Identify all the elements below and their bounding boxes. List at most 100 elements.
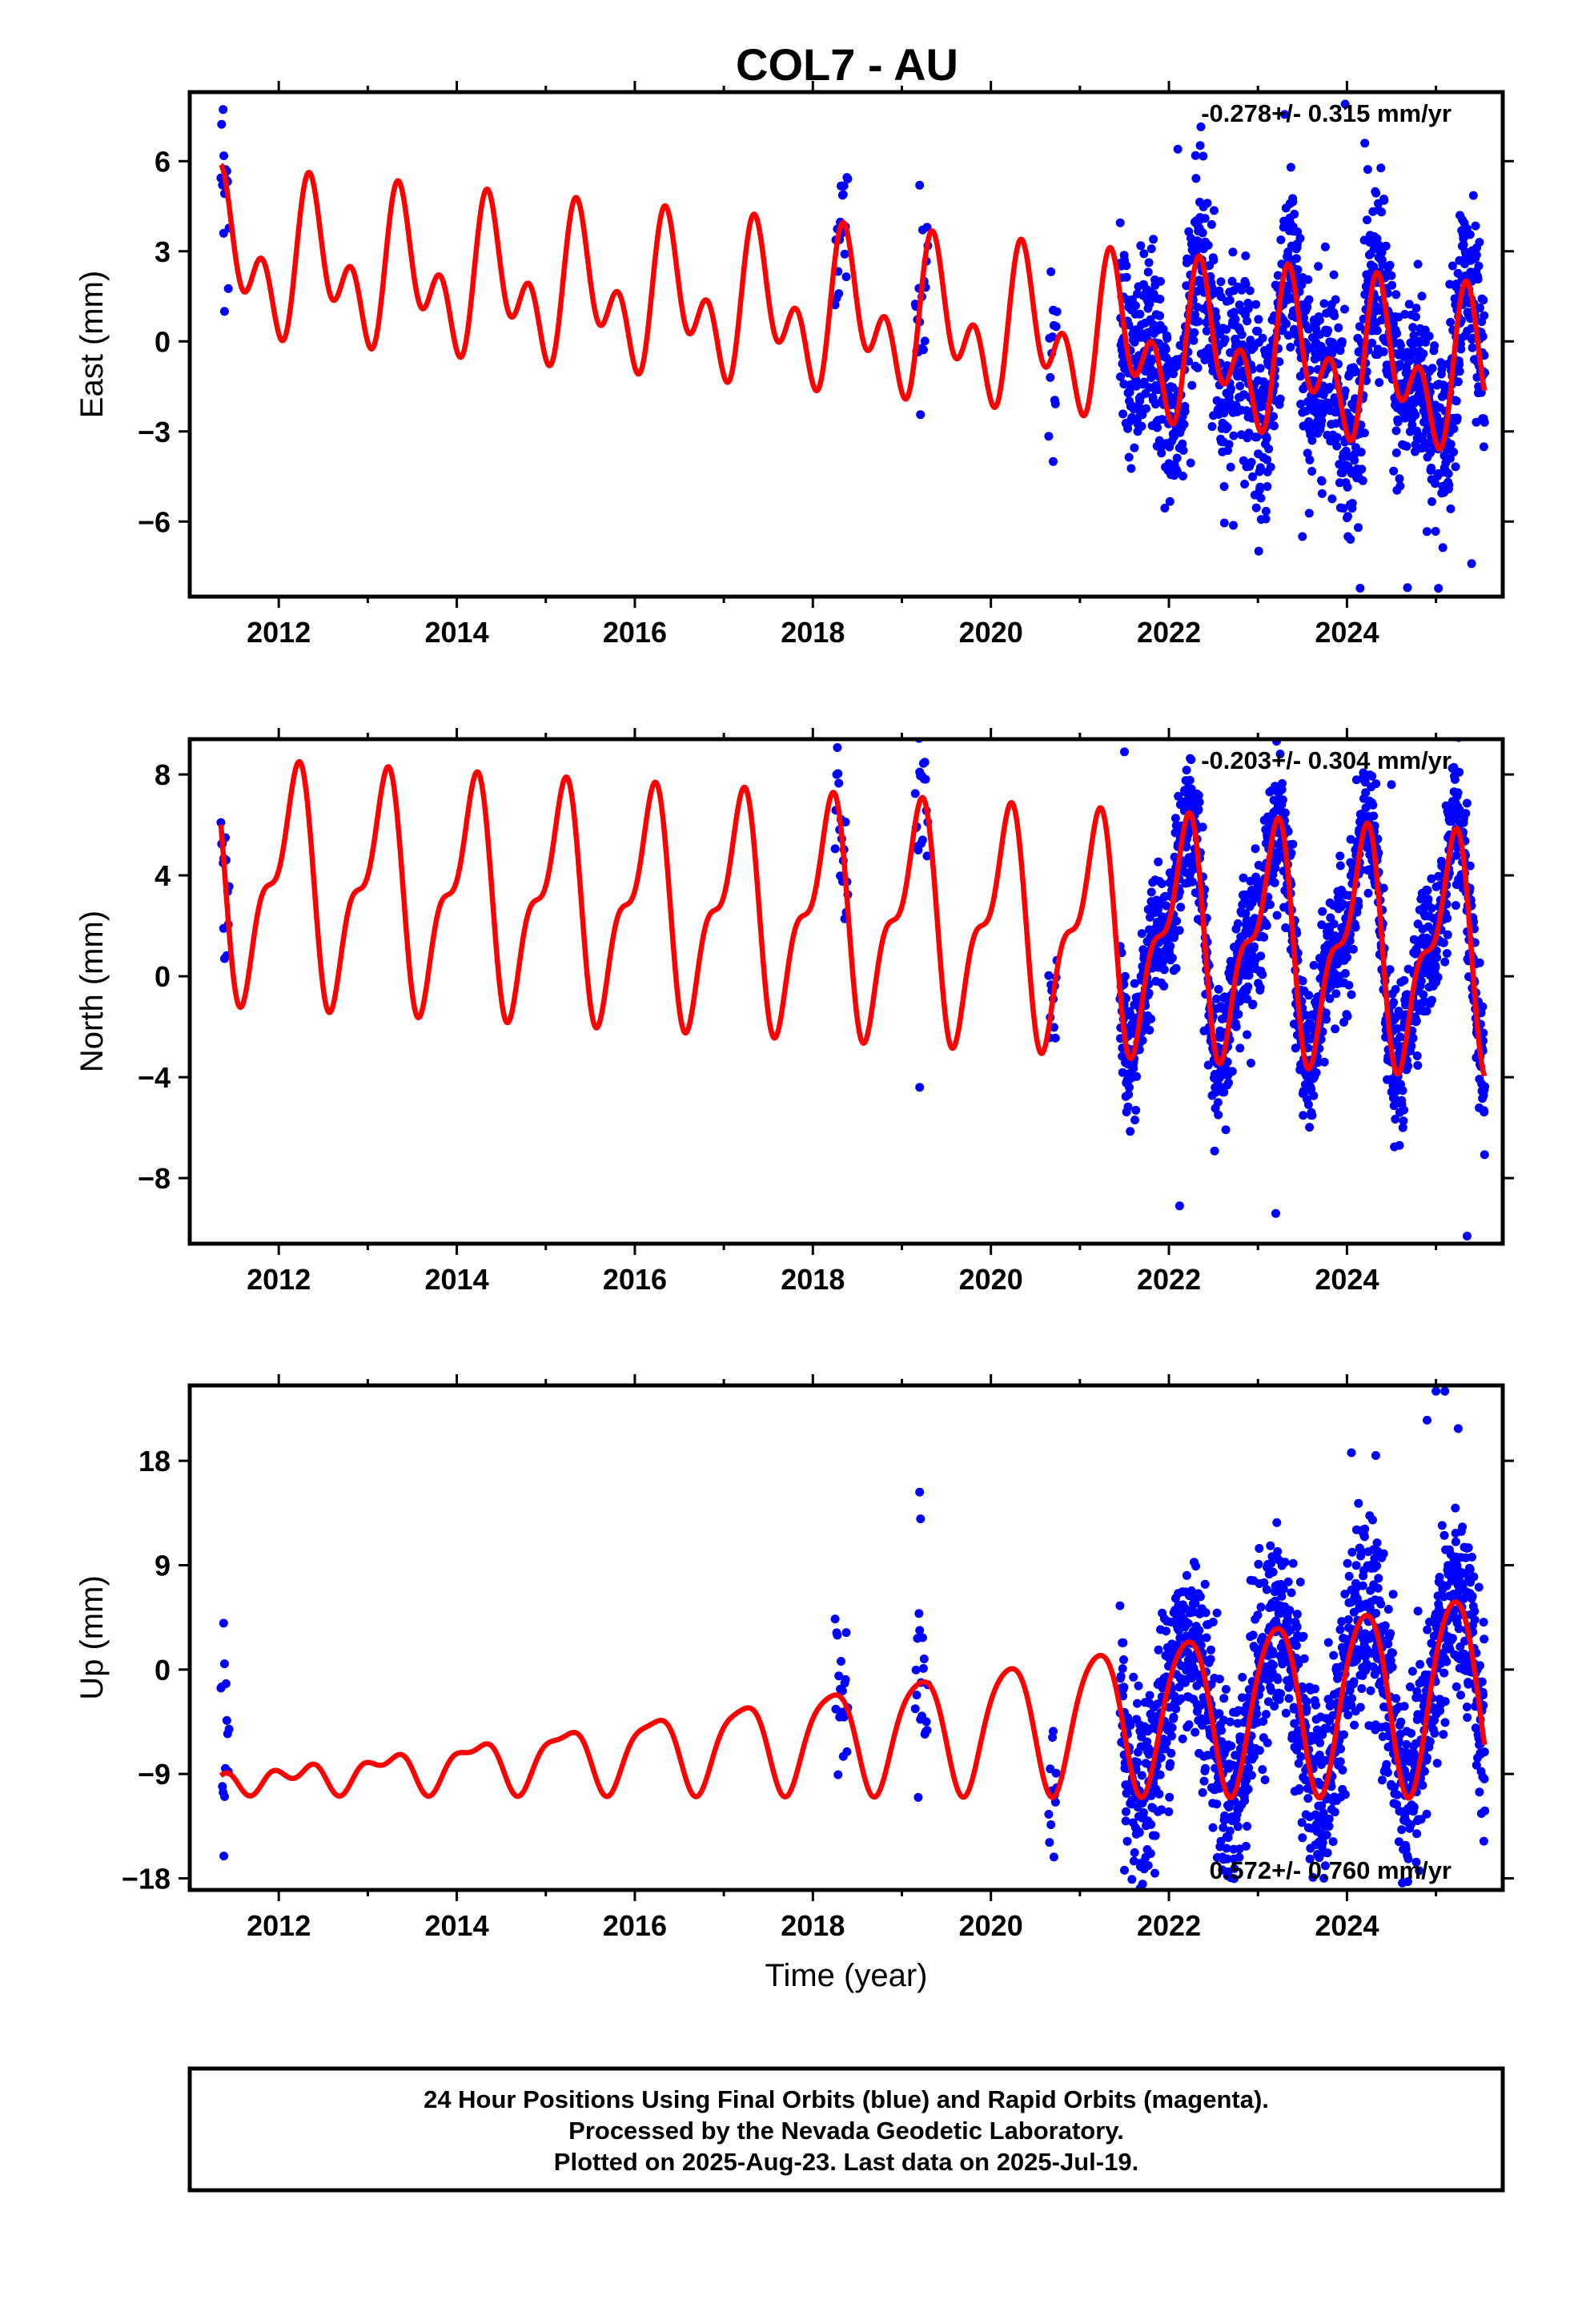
north-data-point (1455, 767, 1464, 777)
north-data-point (1344, 980, 1354, 990)
up-data-point (1376, 1599, 1386, 1609)
up-data-point (1382, 1759, 1391, 1769)
east-data-point (1331, 295, 1340, 304)
east-data-point (1130, 443, 1139, 452)
east-data-point (1444, 480, 1454, 490)
north-data-point (1214, 984, 1223, 994)
up-data-point (1298, 1833, 1307, 1843)
north-data-point (1387, 780, 1396, 790)
east-data-point (1125, 388, 1134, 397)
north-data-point (1223, 1057, 1232, 1067)
up-data-point (1273, 1546, 1283, 1556)
east-data-point (1222, 324, 1231, 334)
east-x-tick-label: 2024 (1315, 616, 1379, 649)
north-data-point (1272, 911, 1282, 920)
east-data-point (1122, 272, 1131, 282)
east-data-point (1339, 504, 1348, 513)
north-data-point (1419, 990, 1428, 999)
north-data-point (1262, 921, 1271, 931)
up-data-point (1138, 1880, 1147, 1889)
north-data-point (1443, 930, 1452, 939)
east-data-point (916, 410, 926, 420)
east-data-point (1452, 396, 1461, 406)
east-data-point (1359, 428, 1369, 438)
east-data-point (1330, 311, 1339, 320)
east-data-point (1475, 238, 1484, 247)
up-data-point (1191, 1727, 1200, 1737)
north-data-point (1249, 942, 1259, 951)
east-data-point (1143, 267, 1153, 277)
up-data-point (1372, 1561, 1382, 1570)
up-data-point (910, 1704, 920, 1714)
east-data-point (1337, 337, 1347, 347)
north-data-point (1389, 998, 1399, 1007)
east-data-point (1283, 252, 1293, 262)
east-data-point (1427, 463, 1436, 472)
north-data-point (1443, 914, 1452, 923)
up-data-point (1164, 1807, 1174, 1816)
north-data-point (921, 774, 930, 784)
north-data-point (1278, 778, 1287, 788)
up-data-point (1269, 1660, 1278, 1670)
east-data-point (1189, 336, 1199, 345)
north-rate-annotation: -0.203+/- 0.304 mm/yr (1201, 746, 1452, 774)
up-data-point (1311, 1684, 1320, 1694)
east-data-point (1347, 499, 1357, 508)
east-data-point (1146, 244, 1156, 254)
up-data-point (1357, 1684, 1367, 1693)
north-data-point (1371, 779, 1381, 789)
north-data-point (1422, 1007, 1431, 1015)
up-data-point (1167, 1723, 1177, 1732)
east-data-point (1269, 412, 1278, 421)
up-data-point (1330, 1807, 1339, 1817)
east-data-point (1375, 378, 1384, 388)
east-data-point (838, 190, 848, 199)
north-data-point (1343, 1011, 1352, 1021)
up-data-point (1329, 1651, 1339, 1660)
up-data-point (914, 1609, 924, 1618)
east-data-point (1210, 206, 1219, 215)
up-data-point (1119, 1655, 1128, 1664)
up-data-point (913, 1792, 923, 1802)
up-data-point (1255, 1544, 1264, 1553)
up-data-point (1359, 1532, 1369, 1542)
up-data-point (921, 1717, 931, 1727)
up-data-point (915, 1487, 925, 1497)
up-data-point (1480, 1634, 1489, 1644)
north-data-point (1219, 1088, 1229, 1097)
east-data-point (1224, 440, 1234, 449)
chart-title: COL7 - AU (736, 39, 958, 90)
east-data-point (1286, 163, 1295, 172)
up-data-point (1392, 1790, 1402, 1799)
north-data-point (1125, 1083, 1134, 1092)
east-data-point (1449, 424, 1459, 433)
east-data-point (1149, 235, 1158, 244)
up-data-point (1340, 1790, 1350, 1799)
east-data-point (1144, 258, 1154, 267)
north-data-point (1309, 1091, 1319, 1100)
east-data-point (1443, 469, 1453, 478)
east-data-point (1051, 322, 1061, 332)
north-data-point (1399, 975, 1409, 985)
east-data-point (1305, 455, 1315, 464)
east-data-point (1478, 332, 1488, 341)
up-data-point (1371, 1451, 1380, 1460)
east-data-point (1216, 277, 1226, 287)
up-data-point (1303, 1794, 1313, 1803)
north-data-point (1442, 949, 1452, 958)
east-x-tick-label: 2016 (603, 616, 667, 649)
north-data-point (1243, 982, 1253, 991)
up-data-point (1351, 1561, 1361, 1570)
north-data-point (1258, 970, 1267, 979)
up-data-point (1253, 1610, 1263, 1620)
up-data-point (1423, 1625, 1432, 1634)
east-data-point (1447, 261, 1457, 271)
up-data-point (1225, 1826, 1235, 1835)
east-data-point (1231, 315, 1240, 324)
up-data-point (1430, 1728, 1439, 1738)
north-data-point (1259, 932, 1269, 942)
north-data-point (1137, 929, 1146, 939)
up-data-point (1198, 1787, 1207, 1797)
east-data-point (1436, 358, 1445, 368)
up-data-point (1344, 1571, 1354, 1581)
